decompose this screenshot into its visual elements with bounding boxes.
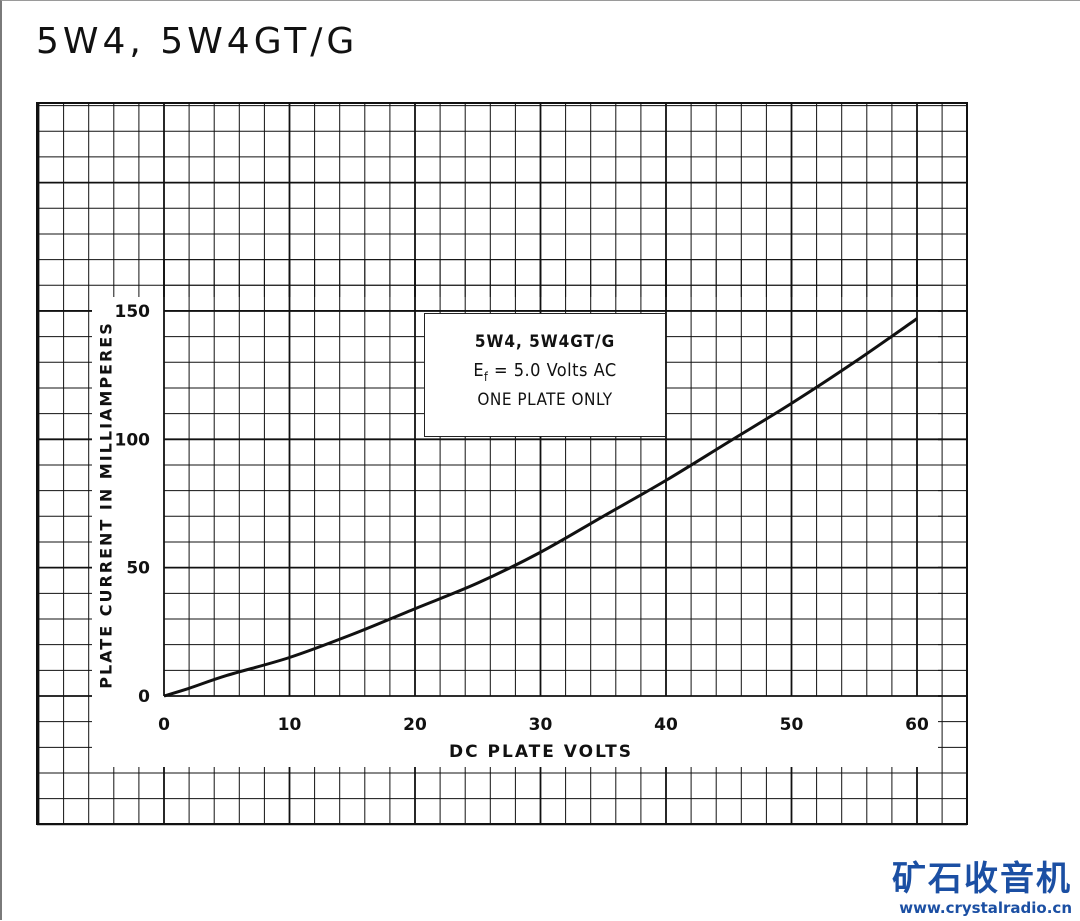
y-tick-label: 150 [115,302,151,322]
annotation-ef-symbol: E [473,360,485,381]
x-tick-label: 10 [278,715,302,735]
x-tick-label: 60 [905,715,929,735]
y-tick-label: 0 [138,687,150,707]
y-tick-backdrop [117,556,153,578]
x-tick-label: 30 [529,715,553,735]
y-tick-backdrop [117,299,153,321]
graph-frame [36,102,968,825]
x-tick-label: 20 [403,715,427,735]
y-tick-backdrop [117,685,153,706]
y-tick-backdrop [117,428,153,450]
watermark-url: www.crystalradio.cn [899,899,1072,917]
y-axis-label: PLATE CURRENT IN MILLIAMPERES [96,317,116,693]
annotation-filament-voltage: Ef = 5.0 Volts AC [425,360,665,384]
page-title: 5W4, 5W4GT/G [36,21,359,62]
x-tick-label: 50 [780,715,804,735]
x-axis-label: DC PLATE VOLTS [449,742,633,762]
series-line [163,317,918,698]
tick-labels: 0 10 20 30 40 50 60 0 50 100 150 [115,299,929,735]
x-tick-label: 40 [654,715,678,735]
watermark-name: 矿石收音机 [892,859,1072,899]
annotation-box: 5W4, 5W4GT/G Ef = 5.0 Volts AC ONE PLATE… [424,313,666,437]
annotation-tube-type: 5W4, 5W4GT/G [474,332,616,352]
annotation-voltage-value: = 5.0 Volts AC [488,360,617,381]
y-tick-label: 100 [115,430,151,450]
x-tick-label: 0 [158,715,170,735]
watermark: 矿石收音机 www.crystalradio.cn [892,859,1072,917]
annotation-plate-note: ONE PLATE ONLY [477,390,613,410]
annotation-ef-subscript: f [484,370,489,384]
y-tick-label: 50 [126,559,150,579]
